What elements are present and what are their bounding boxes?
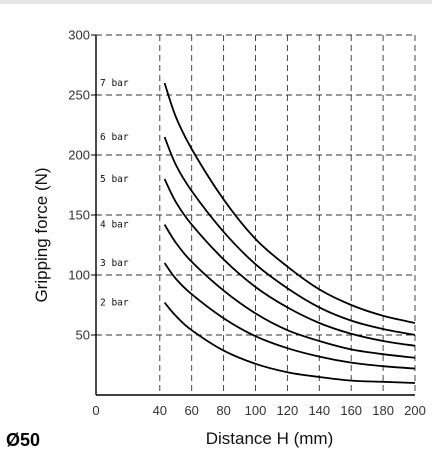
x-axis-title: Distance H (mm) xyxy=(206,429,334,448)
series-label: 3 bar xyxy=(100,258,129,269)
series-label-bg xyxy=(99,257,133,268)
x-tick-label: 100 xyxy=(245,403,267,418)
series-curve xyxy=(163,82,416,324)
series-label: 5 bar xyxy=(100,174,129,185)
series-label: 6 bar xyxy=(100,132,129,143)
series-label: 2 bar xyxy=(100,298,129,309)
x-tick-label: 160 xyxy=(340,403,362,418)
x-tick-label: 180 xyxy=(372,403,394,418)
series-label-bg xyxy=(99,77,133,88)
y-axis-title: Gripping force (N) xyxy=(32,167,51,302)
series-curve xyxy=(163,302,416,384)
series-label-bg xyxy=(99,173,133,184)
series-curve xyxy=(163,224,416,359)
y-tick-label: 250 xyxy=(68,88,90,103)
x-tick-label: 80 xyxy=(216,403,230,418)
bottom-divider xyxy=(0,454,432,458)
y-tick-label: 50 xyxy=(76,328,90,343)
series-curve xyxy=(163,178,416,347)
x-tick-label: 140 xyxy=(308,403,330,418)
series-curve xyxy=(163,136,416,336)
x-tick-label: 200 xyxy=(404,403,426,418)
y-tick-label: 150 xyxy=(68,208,90,223)
series-label-bg xyxy=(99,218,133,230)
x-tick-label: 40 xyxy=(153,403,167,418)
x-tick-label: 60 xyxy=(184,403,198,418)
y-tick-label: 300 xyxy=(68,28,90,43)
series-label: 7 bar xyxy=(100,78,129,89)
series-label-bg xyxy=(99,131,133,142)
x-tick-label: 0 xyxy=(92,403,99,418)
model-label: Ø50 xyxy=(6,430,41,450)
y-tick-label: 100 xyxy=(68,268,90,283)
series-label-bg xyxy=(99,296,133,308)
series-label: 4 bar xyxy=(100,220,129,231)
series-curve xyxy=(163,262,416,370)
top-divider xyxy=(0,0,432,4)
x-tick-label: 120 xyxy=(277,403,299,418)
y-tick-label: 200 xyxy=(68,148,90,163)
